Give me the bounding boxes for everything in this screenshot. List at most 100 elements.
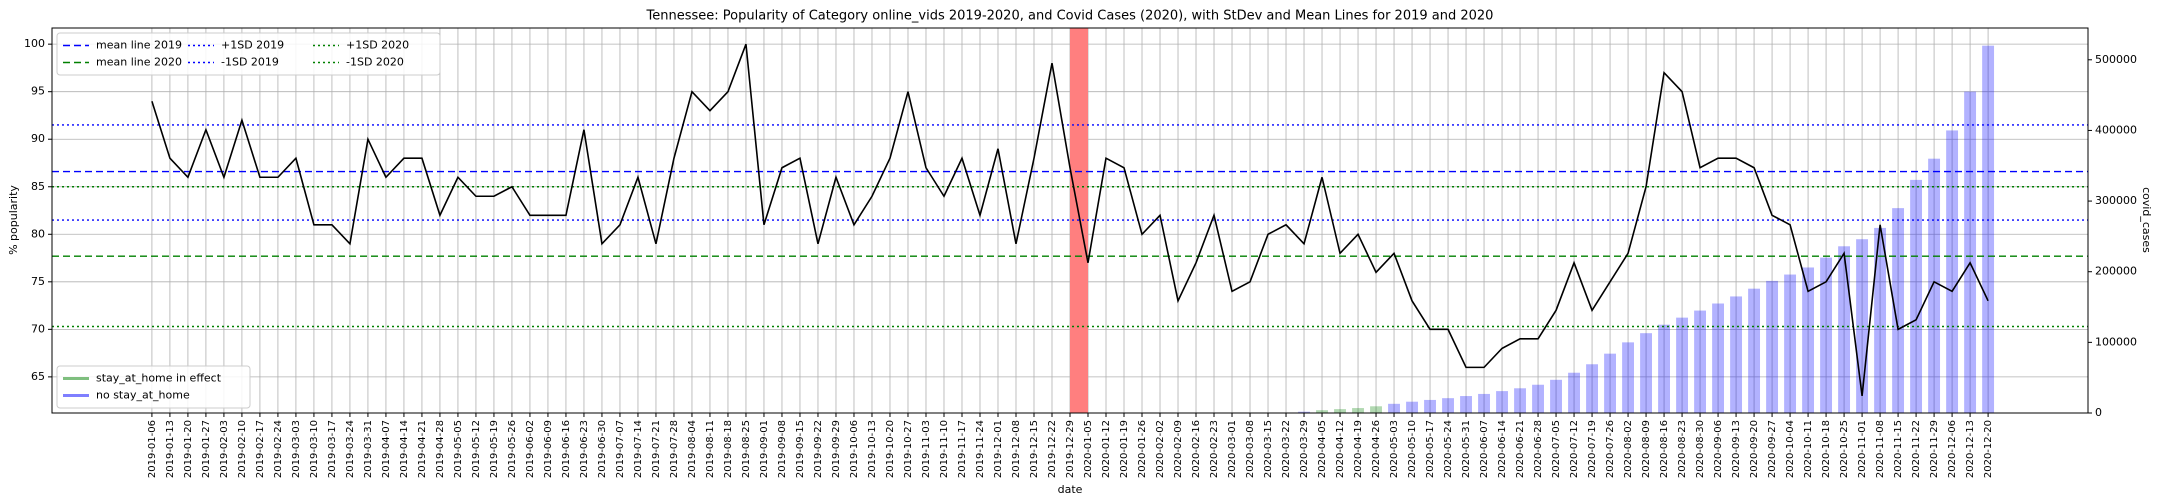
x-tick-label: 2019-10-20 xyxy=(885,420,896,478)
x-tick-label: 2019-12-29 xyxy=(1065,420,1076,478)
y-tick-label: 65 xyxy=(31,370,45,383)
bar xyxy=(1478,393,1490,413)
x-tick-label: 2020-08-02 xyxy=(1623,420,1634,478)
x-tick-label: 2019-09-01 xyxy=(759,420,770,478)
x-tick-label: 2020-03-22 xyxy=(1281,420,1292,478)
x-tick-label: 2019-03-17 xyxy=(327,420,338,478)
x-tick-label: 2019-04-07 xyxy=(381,420,392,478)
x-tick-label: 2019-09-08 xyxy=(777,420,788,478)
y2-tick-label: 500000 xyxy=(2095,53,2137,66)
bar xyxy=(1550,379,1562,413)
x-tick-label: 2019-12-15 xyxy=(1029,420,1040,478)
x-tick-label: 2020-07-26 xyxy=(1605,420,1616,478)
y-tick-label: 90 xyxy=(31,132,45,145)
x-tick-label: 2020-06-14 xyxy=(1497,420,1508,478)
x-tick-label: 2019-12-22 xyxy=(1047,420,1058,478)
x-tick-label: 2020-06-28 xyxy=(1533,420,1544,478)
x-tick-label: 2020-03-08 xyxy=(1245,420,1256,478)
x-tick-label: 2019-06-23 xyxy=(579,420,590,478)
y2-tick-label: 300000 xyxy=(2095,194,2137,207)
bar xyxy=(1568,372,1580,413)
x-tick-label: 2020-11-22 xyxy=(1911,420,1922,478)
x-tick-label: 2020-03-15 xyxy=(1263,420,1274,478)
legend-label: +1SD 2019 xyxy=(221,39,284,52)
x-tick-label: 2020-12-20 xyxy=(1983,420,1994,478)
x-tick-label: 2019-08-25 xyxy=(741,420,752,478)
x-tick-label: 2020-02-16 xyxy=(1191,420,1202,478)
y-tick-label: 85 xyxy=(31,180,45,193)
y-tick-label: 95 xyxy=(31,85,45,98)
bar xyxy=(1352,408,1364,413)
highlight-span xyxy=(1070,28,1089,413)
bar xyxy=(1388,403,1400,413)
bar xyxy=(1874,227,1887,413)
bar xyxy=(1586,364,1598,413)
x-tick-label: 2020-01-26 xyxy=(1137,420,1148,478)
chart-title: Tennessee: Popularity of Category online… xyxy=(646,9,1494,24)
bar xyxy=(1892,208,1905,413)
y-tick-label: 70 xyxy=(31,322,45,335)
x-tick-label: 2020-10-11 xyxy=(1803,420,1814,478)
x-tick-label: 2020-12-06 xyxy=(1947,420,1958,478)
x-tick-label: 2019-09-22 xyxy=(813,420,824,478)
legend-label: +1SD 2020 xyxy=(346,39,409,52)
x-tick-label: 2019-07-14 xyxy=(633,420,644,478)
x-tick-label: 2020-05-31 xyxy=(1461,420,1472,478)
x-tick-label: 2020-05-03 xyxy=(1389,420,1400,478)
x-tick-label: 2019-04-28 xyxy=(435,420,446,478)
bar xyxy=(1406,401,1418,413)
x-tick-label: 2020-10-25 xyxy=(1839,420,1850,478)
x-tick-label: 2019-08-11 xyxy=(705,420,716,478)
x-tick-label: 2020-03-01 xyxy=(1227,420,1238,478)
x-tick-label: 2019-02-03 xyxy=(219,420,230,478)
x-tick-label: 2020-04-05 xyxy=(1317,420,1328,478)
x-tick-label: 2019-10-13 xyxy=(867,420,878,478)
bar xyxy=(1496,391,1508,413)
bar xyxy=(1622,342,1634,413)
x-tick-label: 2019-07-07 xyxy=(615,420,626,478)
x-tick-label: 2019-04-14 xyxy=(399,420,410,478)
x-tick-label: 2020-08-16 xyxy=(1659,420,1670,478)
x-tick-label: 2020-11-01 xyxy=(1857,420,1868,478)
bar xyxy=(1766,280,1779,413)
bar xyxy=(1712,303,1725,413)
x-tick-label: 2019-11-17 xyxy=(957,420,968,478)
x-tick-label: 2019-10-06 xyxy=(849,420,860,478)
bar xyxy=(1928,158,1941,413)
x-tick-label: 2019-08-18 xyxy=(723,420,734,478)
x-tick-label: 2019-01-13 xyxy=(165,420,176,478)
bar xyxy=(1838,246,1851,413)
x-tick-label: 2019-01-06 xyxy=(147,420,158,478)
x-tick-label: 2019-02-24 xyxy=(273,420,284,478)
y-axis-label: % popularity xyxy=(7,185,20,255)
bar xyxy=(1316,410,1328,413)
legend-box xyxy=(56,365,251,409)
x-tick-label: 2019-05-05 xyxy=(453,420,464,478)
x-tick-label: 2020-01-12 xyxy=(1101,420,1112,478)
bar xyxy=(1334,409,1346,413)
x-tick-label: 2019-12-01 xyxy=(993,420,1004,478)
bar xyxy=(1532,384,1544,413)
x-axis-label: date xyxy=(1058,483,1083,496)
y-tick-label: 100 xyxy=(24,37,45,50)
legend-label: mean line 2020 xyxy=(96,56,182,69)
bar xyxy=(1910,179,1923,413)
legend-box xyxy=(56,32,441,76)
x-tick-label: 2019-07-21 xyxy=(651,420,662,478)
bar xyxy=(1604,353,1616,413)
y2-tick-label: 100000 xyxy=(2095,335,2137,348)
x-tick-label: 2019-06-09 xyxy=(543,420,554,478)
x-tick-label: 2020-09-27 xyxy=(1767,420,1778,478)
x-tick-label: 2019-06-30 xyxy=(597,420,608,478)
bar xyxy=(1298,411,1310,413)
x-tick-label: 2020-04-26 xyxy=(1371,420,1382,478)
bar xyxy=(1640,333,1652,413)
x-tick-label: 2020-01-05 xyxy=(1083,420,1094,478)
x-tick-label: 2019-05-26 xyxy=(507,420,518,478)
x-tick-label: 2020-08-30 xyxy=(1695,420,1706,478)
x-tick-label: 2019-06-16 xyxy=(561,420,572,478)
x-tick-label: 2020-09-13 xyxy=(1731,420,1742,478)
x-tick-label: 2020-11-29 xyxy=(1929,420,1940,478)
x-tick-label: 2019-06-02 xyxy=(525,420,536,478)
